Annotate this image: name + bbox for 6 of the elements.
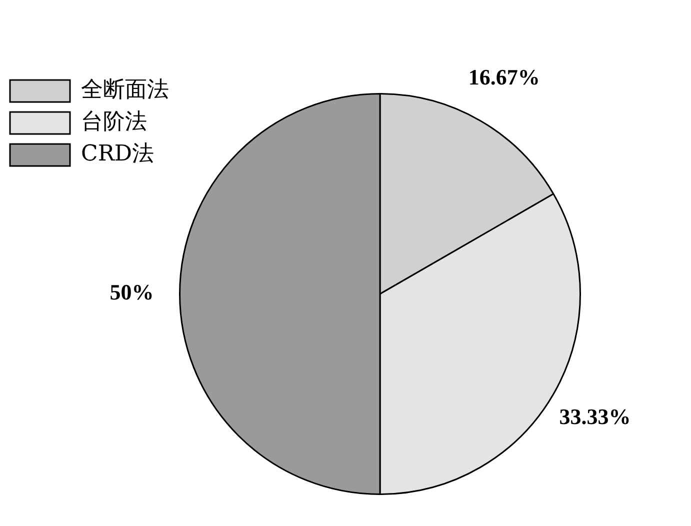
legend-label: 台阶法 [81, 110, 147, 135]
legend-label: 全断面法 [81, 78, 169, 103]
legend-label: CRD法 [81, 142, 154, 167]
data-label: 33.33% [559, 404, 631, 429]
data-label: 50% [110, 280, 154, 305]
data-label: 16.67% [468, 64, 540, 90]
